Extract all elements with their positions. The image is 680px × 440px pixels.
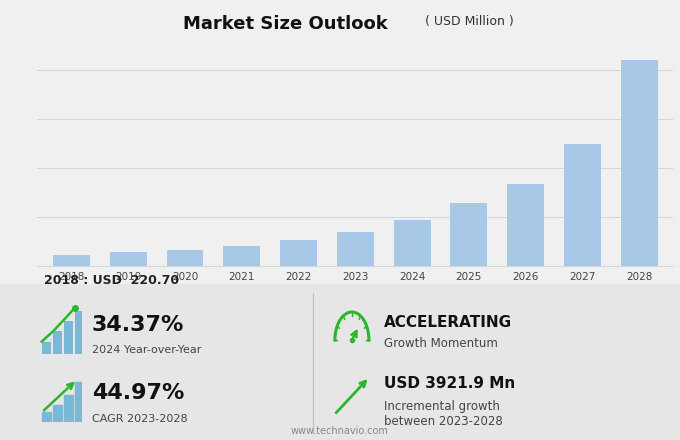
- Text: 34.37%: 34.37%: [92, 315, 184, 334]
- Bar: [53, 331, 62, 354]
- Text: Growth Momentum: Growth Momentum: [384, 337, 498, 350]
- Bar: [394, 220, 430, 266]
- Bar: [167, 250, 203, 266]
- Bar: [75, 382, 84, 422]
- Text: USD 3921.9 Mn: USD 3921.9 Mn: [384, 376, 515, 391]
- Bar: [42, 341, 50, 354]
- Bar: [621, 60, 658, 266]
- Text: ( USD Million ): ( USD Million ): [425, 15, 513, 28]
- Text: ACCELERATING: ACCELERATING: [384, 315, 512, 330]
- Bar: [42, 412, 50, 422]
- Text: 2018 : USD  220.70: 2018 : USD 220.70: [44, 274, 180, 287]
- Bar: [75, 311, 84, 354]
- Bar: [450, 203, 488, 266]
- Text: CAGR 2023-2028: CAGR 2023-2028: [92, 414, 188, 424]
- Text: Market Size Outlook: Market Size Outlook: [183, 15, 388, 33]
- Text: www.technavio.com: www.technavio.com: [291, 425, 389, 436]
- Bar: [64, 321, 73, 354]
- Bar: [337, 232, 374, 266]
- Bar: [223, 246, 260, 266]
- Bar: [507, 184, 544, 266]
- Text: 44.97%: 44.97%: [92, 383, 184, 403]
- Text: Incremental growth
between 2023-2028: Incremental growth between 2023-2028: [384, 400, 503, 428]
- Bar: [53, 405, 62, 422]
- Bar: [280, 240, 317, 266]
- Text: 2024 Year-over-Year: 2024 Year-over-Year: [92, 345, 201, 356]
- Bar: [64, 395, 73, 422]
- Bar: [564, 143, 601, 266]
- Bar: [53, 255, 90, 266]
- Bar: [109, 252, 147, 266]
